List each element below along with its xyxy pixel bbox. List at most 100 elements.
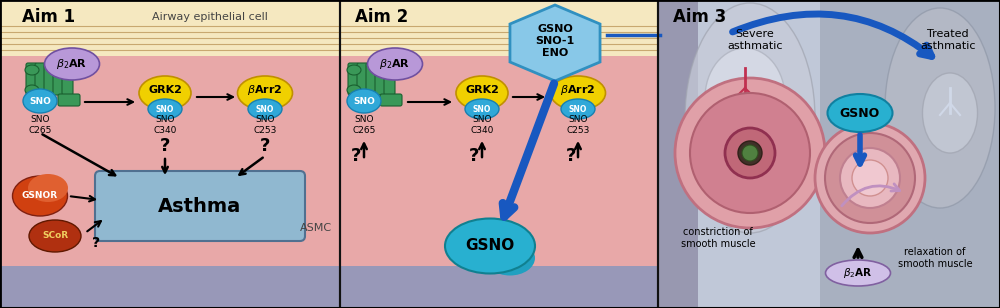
- Ellipse shape: [368, 48, 422, 80]
- Circle shape: [738, 141, 762, 165]
- Bar: [340, 0, 658, 308]
- Text: SNO
C253: SNO C253: [566, 115, 590, 135]
- Ellipse shape: [550, 76, 606, 110]
- Ellipse shape: [25, 85, 39, 95]
- Ellipse shape: [238, 76, 293, 110]
- Text: SNO: SNO: [156, 104, 174, 114]
- Text: $\beta_2$AR: $\beta_2$AR: [56, 57, 88, 71]
- Text: SNO: SNO: [473, 104, 491, 114]
- Text: $\beta$Arr2: $\beta$Arr2: [560, 83, 596, 97]
- Text: GRK2: GRK2: [148, 85, 182, 95]
- Text: ?: ?: [160, 137, 170, 155]
- Ellipse shape: [456, 76, 508, 110]
- Circle shape: [815, 123, 925, 233]
- Ellipse shape: [465, 99, 499, 119]
- Text: GSNO
SNO-1
ENO: GSNO SNO-1 ENO: [535, 24, 575, 59]
- Circle shape: [675, 78, 825, 228]
- Text: ?: ?: [92, 236, 100, 250]
- Text: $\beta_2$AR: $\beta_2$AR: [843, 266, 873, 280]
- Ellipse shape: [45, 48, 100, 80]
- Ellipse shape: [705, 48, 785, 148]
- Text: SNO: SNO: [353, 96, 375, 106]
- Text: ?: ?: [260, 137, 270, 155]
- Bar: [340, 0, 658, 308]
- FancyBboxPatch shape: [357, 63, 368, 95]
- Ellipse shape: [139, 76, 191, 110]
- Text: Severe
asthmatic: Severe asthmatic: [727, 29, 783, 51]
- Ellipse shape: [885, 8, 995, 208]
- Bar: [0, 266, 340, 308]
- Ellipse shape: [685, 3, 815, 233]
- Circle shape: [742, 145, 758, 161]
- Text: Aim 1: Aim 1: [22, 8, 75, 26]
- FancyBboxPatch shape: [95, 171, 305, 241]
- Text: SCoR: SCoR: [42, 232, 68, 241]
- FancyBboxPatch shape: [62, 63, 73, 95]
- FancyBboxPatch shape: [26, 63, 37, 95]
- Ellipse shape: [347, 85, 361, 95]
- Text: ?: ?: [351, 147, 361, 165]
- Text: SNO: SNO: [569, 104, 587, 114]
- Circle shape: [725, 128, 775, 178]
- Ellipse shape: [827, 94, 892, 132]
- Circle shape: [690, 93, 810, 213]
- Text: SNO
C265: SNO C265: [28, 115, 52, 135]
- Bar: [658, 0, 698, 308]
- FancyBboxPatch shape: [384, 63, 395, 95]
- Text: Airway epithelial cell: Airway epithelial cell: [152, 12, 268, 22]
- FancyBboxPatch shape: [35, 63, 46, 95]
- Ellipse shape: [248, 99, 282, 119]
- Text: GSNO: GSNO: [465, 238, 515, 253]
- Bar: [820, 0, 1000, 308]
- Text: GSNO: GSNO: [840, 107, 880, 120]
- Ellipse shape: [825, 260, 890, 286]
- Text: $\beta$Arr2: $\beta$Arr2: [247, 83, 283, 97]
- FancyBboxPatch shape: [380, 94, 402, 106]
- Text: Aim 3: Aim 3: [673, 8, 726, 26]
- FancyBboxPatch shape: [366, 63, 377, 95]
- Ellipse shape: [28, 174, 68, 202]
- Text: Asthma: Asthma: [158, 197, 242, 216]
- Ellipse shape: [561, 99, 595, 119]
- Text: Aim 2: Aim 2: [355, 8, 408, 26]
- Ellipse shape: [23, 89, 57, 113]
- Bar: [0, 0, 340, 308]
- FancyBboxPatch shape: [44, 63, 55, 95]
- Polygon shape: [510, 5, 600, 81]
- Ellipse shape: [485, 241, 535, 275]
- Text: ?: ?: [469, 147, 479, 165]
- Text: relaxation of
smooth muscle: relaxation of smooth muscle: [898, 247, 972, 269]
- Ellipse shape: [922, 73, 977, 153]
- Text: SNO
C265: SNO C265: [352, 115, 376, 135]
- Text: GSNOR: GSNOR: [22, 192, 58, 201]
- FancyBboxPatch shape: [348, 63, 359, 95]
- Ellipse shape: [13, 176, 68, 216]
- Bar: [658, 0, 1000, 308]
- Circle shape: [852, 160, 888, 196]
- Ellipse shape: [29, 220, 81, 252]
- FancyBboxPatch shape: [53, 63, 64, 95]
- Text: constriction of
smooth muscle: constriction of smooth muscle: [681, 227, 755, 249]
- Text: SNO: SNO: [256, 104, 274, 114]
- Text: SNO
C253: SNO C253: [253, 115, 277, 135]
- Text: SNO
C340: SNO C340: [153, 115, 177, 135]
- Bar: [658, 0, 1000, 308]
- Circle shape: [825, 133, 915, 223]
- Circle shape: [840, 148, 900, 208]
- Bar: [340, 266, 658, 308]
- Ellipse shape: [347, 89, 381, 113]
- Text: $\beta_2$AR: $\beta_2$AR: [379, 57, 411, 71]
- Ellipse shape: [25, 65, 39, 75]
- Text: GRK2: GRK2: [465, 85, 499, 95]
- FancyBboxPatch shape: [58, 94, 80, 106]
- Ellipse shape: [445, 218, 535, 274]
- Bar: [340, 0, 658, 56]
- Text: ?: ?: [566, 147, 576, 165]
- Text: SNO: SNO: [29, 96, 51, 106]
- Ellipse shape: [148, 99, 182, 119]
- Text: ASMC: ASMC: [300, 223, 332, 233]
- Text: SNO
C340: SNO C340: [470, 115, 494, 135]
- Text: Treated
asthmatic: Treated asthmatic: [920, 29, 976, 51]
- Ellipse shape: [347, 65, 361, 75]
- FancyBboxPatch shape: [375, 63, 386, 95]
